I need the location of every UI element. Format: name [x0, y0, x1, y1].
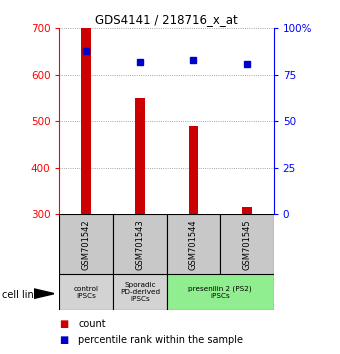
Text: presenilin 2 (PS2)
iPSCs: presenilin 2 (PS2) iPSCs	[188, 285, 252, 299]
Bar	[167, 274, 274, 310]
Bar	[189, 126, 198, 214]
Text: cell line: cell line	[2, 290, 39, 299]
Bar	[135, 98, 144, 214]
Bar	[113, 274, 167, 310]
Text: percentile rank within the sample: percentile rank within the sample	[78, 335, 243, 345]
Text: Sporadic
PD-derived
iPSCs: Sporadic PD-derived iPSCs	[120, 282, 160, 302]
Bar	[113, 214, 167, 274]
Title: GDS4141 / 218716_x_at: GDS4141 / 218716_x_at	[95, 13, 238, 26]
Text: ■: ■	[59, 335, 69, 345]
Text: GSM701545: GSM701545	[242, 219, 251, 270]
Text: GSM701543: GSM701543	[135, 219, 144, 270]
Bar	[59, 274, 113, 310]
Bar	[220, 214, 274, 274]
Text: GSM701544: GSM701544	[189, 219, 198, 270]
Text: control
IPSCs: control IPSCs	[74, 286, 99, 298]
Text: count: count	[78, 319, 106, 329]
Bar	[167, 214, 220, 274]
Bar	[82, 28, 91, 214]
Text: ■: ■	[59, 319, 69, 329]
Text: GSM701542: GSM701542	[82, 219, 91, 270]
Bar	[242, 207, 252, 214]
Bar	[59, 214, 113, 274]
Polygon shape	[34, 289, 54, 298]
